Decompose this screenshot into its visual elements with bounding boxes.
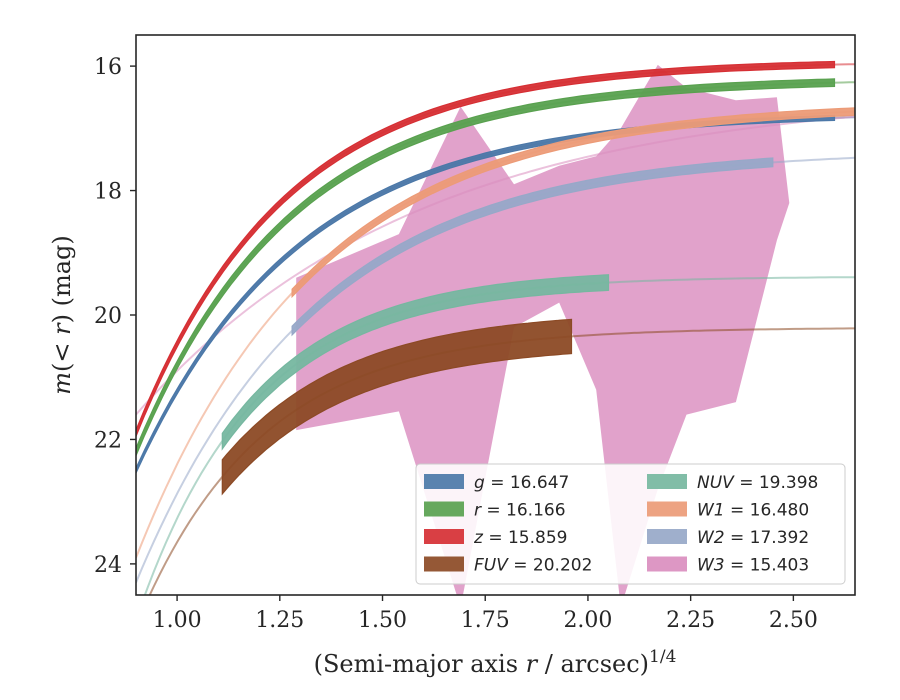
- legend-swatch-r: [424, 501, 464, 517]
- legend-swatch-w3: [647, 556, 687, 572]
- series-band-r: [136, 78, 836, 456]
- y-axis-label: m(< r) (mag): [48, 235, 76, 395]
- y-tick-label: 20: [94, 304, 122, 329]
- x-axis-label: (Semi-major axis r / arcsec)1/4: [314, 647, 677, 678]
- legend-swatch-w2: [647, 529, 687, 544]
- legend-label-fuv: FUV = 20.202: [474, 556, 592, 576]
- x-tick-label: 2.25: [666, 608, 715, 633]
- legend-label-w3: W3 = 15.403: [697, 556, 809, 576]
- x-tick-label: 2.00: [563, 608, 612, 633]
- legend-label-r: r = 16.166: [474, 501, 566, 521]
- tick-layer: 1.00 1.25 1.50 1.75 2.00 2.25 2.50 16 18 20 22 24: [94, 55, 818, 633]
- curve-layer: [136, 60, 855, 595]
- series-band-nuv: [221, 274, 610, 451]
- x-tick-label: 2.50: [769, 608, 818, 633]
- y-tick-label: 18: [94, 180, 122, 205]
- legend-swatch-nuv: [647, 474, 687, 489]
- series-band-fuv: [221, 318, 573, 496]
- legend-frame: [415, 463, 846, 585]
- series-band-w3: [296, 64, 827, 595]
- series-band-g: [136, 114, 836, 474]
- legend-swatch-g: [424, 474, 464, 489]
- plot-frame: [135, 34, 856, 596]
- x-tick-label: 1.50: [358, 608, 407, 633]
- legend-swatch-w1: [647, 501, 687, 517]
- y-tick-label: 22: [94, 428, 122, 453]
- band-layer: [296, 64, 827, 595]
- series-band-z: [136, 60, 836, 437]
- series-band-w1: [291, 107, 855, 299]
- legend-swatch-fuv: [424, 556, 464, 572]
- x-tick-label: 1.25: [255, 608, 304, 633]
- legend-label-w2: W2 = 17.392: [697, 528, 809, 548]
- series-band-w2: [291, 157, 774, 337]
- y-tick-label: 16: [94, 55, 122, 80]
- legend-swatch-z: [424, 529, 464, 544]
- legend: g = 16.647 r = 16.166 z = 15.859 FUV = 20.2…: [415, 463, 846, 585]
- x-tick-label: 1.75: [461, 608, 510, 633]
- legend-label-g: g = 16.647: [474, 473, 569, 493]
- x-tick-label: 1.00: [153, 608, 202, 633]
- y-tick-label: 24: [94, 553, 122, 578]
- legend-label-z: z = 15.859: [473, 528, 567, 548]
- legend-label-w1: W1 = 16.480: [697, 501, 809, 521]
- legend-label-nuv: NUV = 19.398: [697, 473, 818, 493]
- series-fit-w3: [136, 115, 855, 416]
